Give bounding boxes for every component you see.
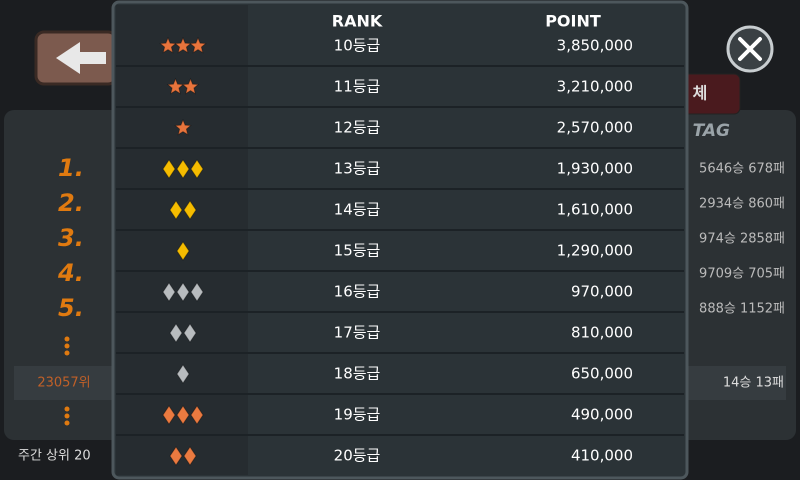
point-value: 970,000 — [571, 283, 633, 301]
diamond-icon — [162, 405, 176, 425]
rank-panel — [111, 0, 689, 480]
rank-label: 13등급 — [334, 160, 381, 178]
point-value: 3,210,000 — [557, 78, 633, 96]
rank-rows: 10등급 3,850,000 11등급 3,210,000 12등급 2,570,000 1… — [116, 37, 684, 466]
rank-label: 19등급 — [334, 406, 381, 424]
tab-label: 체 — [693, 84, 708, 103]
diamond-icon — [169, 323, 183, 343]
point-value: 650,000 — [571, 365, 633, 383]
my-rank: 23057위 — [37, 376, 90, 391]
point-value: 410,000 — [571, 447, 633, 465]
rank-label: 11등급 — [334, 78, 381, 96]
rank-label: 18등급 — [334, 365, 381, 383]
record: 974승 2858패 — [699, 232, 785, 247]
point-value: 2,570,000 — [557, 119, 633, 137]
diamond-icon — [190, 159, 204, 179]
star-icon — [166, 77, 185, 95]
record: 9709승 705패 — [699, 267, 785, 282]
diamond-icon — [169, 200, 183, 220]
my-record: 14승 13패 — [723, 376, 784, 391]
diamond-icon — [183, 200, 197, 220]
rank-label: 16등급 — [334, 283, 381, 301]
diamond-icon — [176, 241, 190, 261]
star-icon — [174, 36, 192, 54]
diamond-icon — [176, 159, 190, 179]
footer-text: 주간 상위 20 — [18, 449, 91, 464]
rank-label: 10등급 — [334, 37, 381, 55]
point-value: 1,610,000 — [557, 201, 633, 219]
record: 5646승 678패 — [699, 162, 785, 177]
tag-header: TAG — [693, 121, 730, 141]
rank-label: 17등급 — [334, 324, 381, 342]
point-value: 1,290,000 — [557, 242, 633, 260]
star-icon — [159, 36, 177, 54]
close-icon — [738, 37, 762, 61]
rank-label: 12등급 — [334, 119, 381, 137]
point-header: POINT — [545, 12, 601, 31]
diamond-icon — [176, 364, 190, 384]
diamond-icon — [162, 159, 176, 179]
diamond-icon — [183, 446, 197, 466]
point-value: 3,850,000 — [557, 37, 633, 55]
star-icon — [174, 118, 192, 136]
diamond-icon — [169, 446, 183, 466]
rank-label: 15등급 — [334, 242, 381, 260]
record: 2934승 860패 — [699, 197, 785, 212]
icon-column — [116, 5, 248, 475]
place-number: 3. — [58, 224, 84, 252]
point-value: 810,000 — [571, 324, 633, 342]
back-arrow — [56, 42, 106, 74]
diamond-icon — [176, 405, 190, 425]
diamond-icon — [190, 405, 204, 425]
star-icon — [181, 77, 200, 95]
diamond-icon — [162, 282, 176, 302]
place-number: 1. — [58, 154, 84, 182]
place-number: 4. — [57, 259, 84, 287]
diamond-icon — [183, 323, 197, 343]
diamond-icon — [190, 282, 204, 302]
more-dots — [64, 336, 70, 426]
place-number: 2. — [58, 189, 84, 217]
background-list: 1. 2. 3. 4. 5. 5646승 678패 2934승 860패 974승 2858패… — [57, 154, 785, 322]
place-number: 5. — [58, 294, 84, 322]
point-value: 1,930,000 — [557, 160, 633, 178]
diamond-icon — [176, 282, 190, 302]
point-value: 490,000 — [571, 406, 633, 424]
star-icon — [189, 36, 207, 54]
rank-label: 14등급 — [334, 201, 381, 219]
rank-label: 20등급 — [334, 447, 381, 465]
record: 888승 1152패 — [699, 302, 785, 317]
rank-header: RANK — [332, 12, 383, 31]
